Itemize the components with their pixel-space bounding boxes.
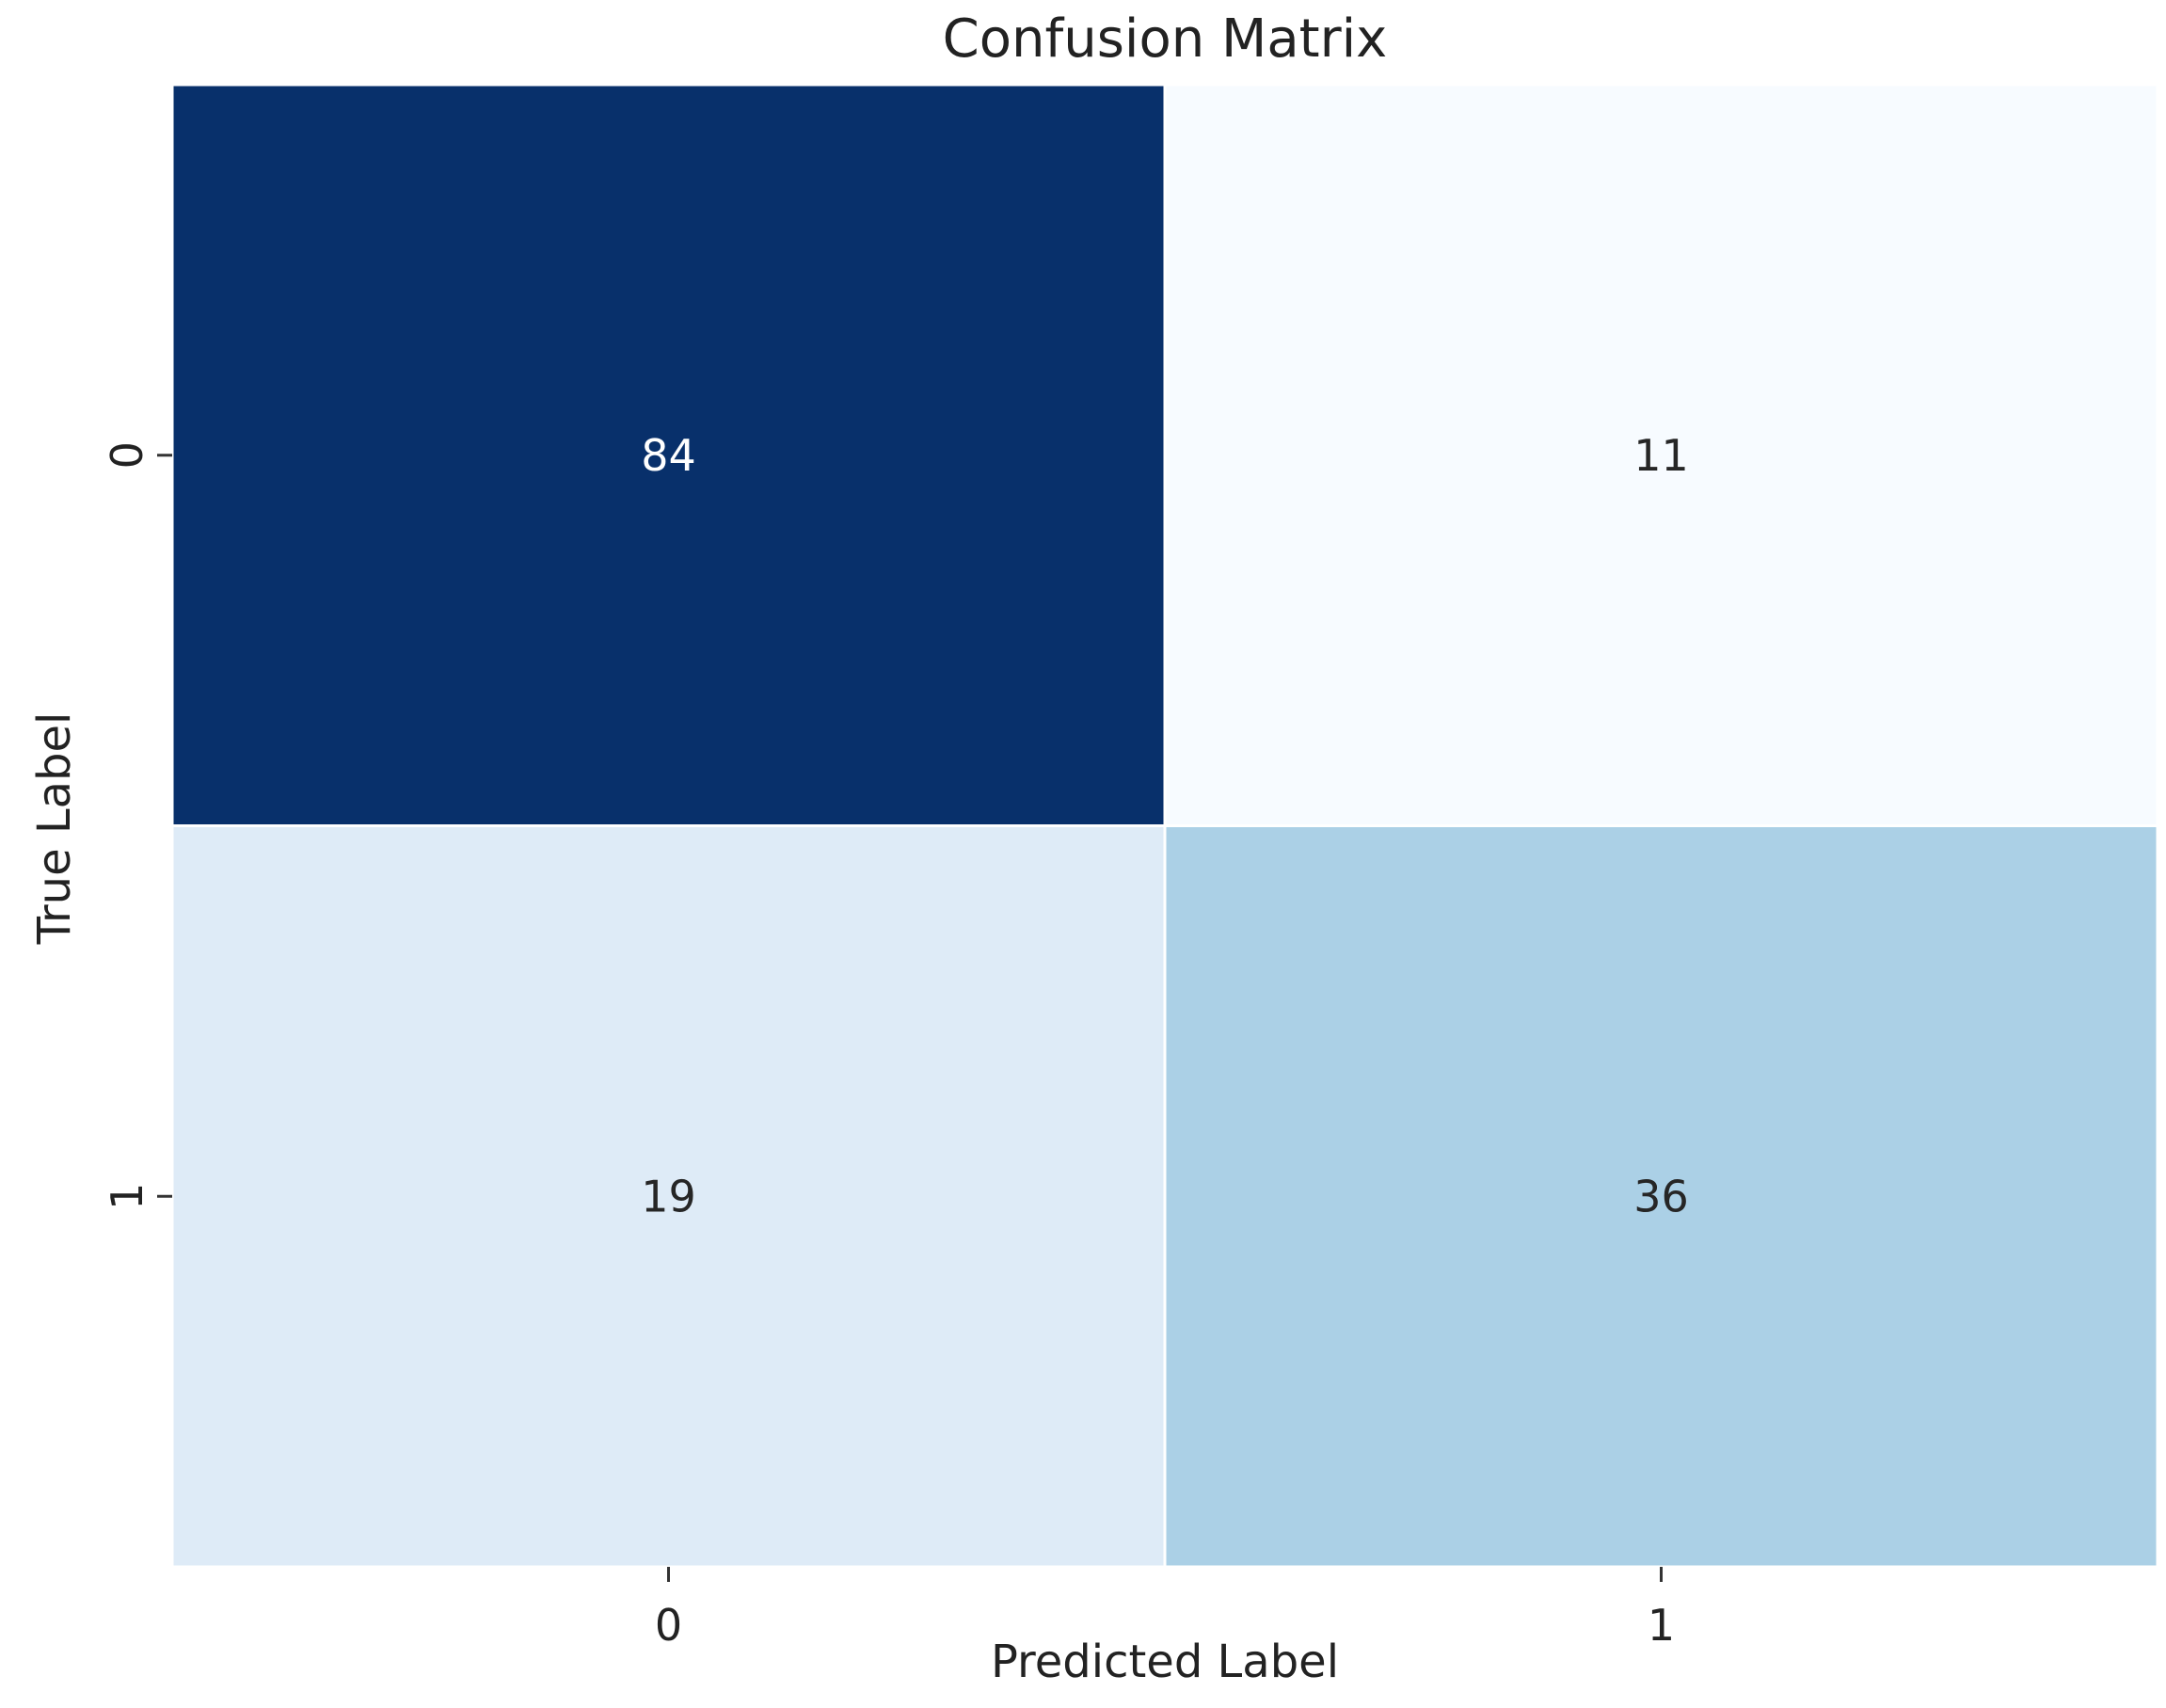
heatmap-cell-0-1	[1163, 83, 2159, 827]
cell-value-1-1: 36	[1633, 1171, 1689, 1221]
heatmap-cell-1-1	[1163, 824, 2159, 1569]
y-axis-ticks: 01	[102, 441, 172, 1210]
heatmap-cell-1-0	[170, 824, 1167, 1569]
y-axis-label: True Label	[28, 712, 81, 946]
x-axis-label: Predicted Label	[991, 1636, 1339, 1688]
cell-value-0-0: 84	[641, 430, 696, 481]
chart-title: Confusion Matrix	[943, 8, 1388, 70]
heatmap-cell-0-0	[170, 83, 1167, 827]
cell-annotations: 84 11 19 36	[641, 430, 1689, 1222]
y-tick-label-0: 0	[102, 441, 152, 469]
heatmap-cells	[170, 83, 2159, 1569]
cell-value-0-1: 11	[1633, 430, 1689, 481]
x-tick-label-1: 1	[1648, 1600, 1675, 1651]
cell-value-1-0: 19	[641, 1171, 696, 1221]
x-tick-label-0: 0	[655, 1600, 682, 1651]
y-tick-label-1: 1	[102, 1183, 152, 1210]
